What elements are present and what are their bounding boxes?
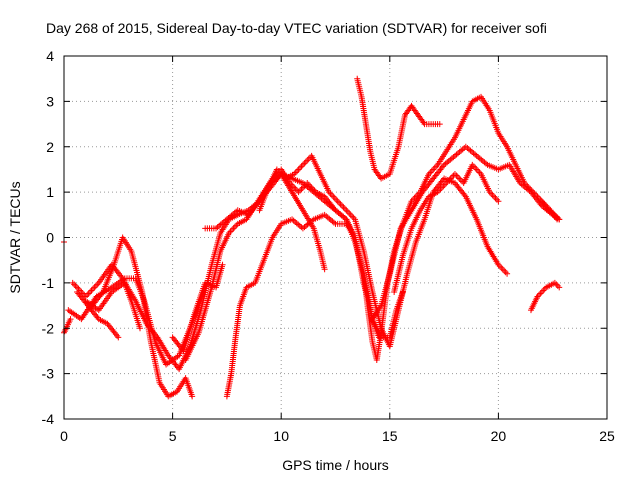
data-point <box>556 216 563 223</box>
data-point <box>495 198 502 205</box>
x-tick-label: 0 <box>60 428 68 444</box>
y-tick-label: -2 <box>42 320 55 336</box>
series-7 <box>169 261 226 354</box>
data-point <box>67 316 74 323</box>
data-point <box>436 121 443 128</box>
series-11 <box>256 152 511 350</box>
data-points-layer <box>61 75 563 400</box>
data-point <box>219 261 226 268</box>
series-4 <box>74 288 122 341</box>
y-axis-label: SDTVAR / TECUs <box>7 181 23 293</box>
series-10 <box>223 211 406 400</box>
series-15 <box>391 161 502 295</box>
tick-labels-layer: 0 5 10 15 20 25 -4 -3 -2 -1 0 1 2 3 4 <box>42 48 615 444</box>
data-point <box>115 334 122 341</box>
series-16 <box>527 279 563 314</box>
y-tick-label: 2 <box>46 139 54 155</box>
x-tick-label: 5 <box>169 428 177 444</box>
y-tick-label: -4 <box>42 411 55 427</box>
y-tick-label: 4 <box>46 48 54 64</box>
series-17 <box>538 198 563 223</box>
x-tick-label: 15 <box>382 428 398 444</box>
y-tick-label: 0 <box>46 230 54 246</box>
y-tick-label: 3 <box>46 93 54 109</box>
data-point <box>137 325 144 332</box>
data-point <box>321 266 328 273</box>
grid-layer <box>64 56 607 419</box>
series-12 <box>354 75 443 182</box>
y-tick-label: -3 <box>42 366 55 382</box>
data-point <box>556 284 563 291</box>
data-point <box>189 393 196 400</box>
x-tick-label: 10 <box>273 428 289 444</box>
x-tick-label: 25 <box>599 428 615 444</box>
chart-title: Day 268 of 2015, Sidereal Day-to-day VTE… <box>46 20 547 36</box>
ticks-layer <box>63 55 608 420</box>
data-point <box>504 270 511 277</box>
y-tick-label: -1 <box>42 275 55 291</box>
y-tick-label: 1 <box>46 184 54 200</box>
x-tick-label: 20 <box>491 428 507 444</box>
x-axis-label: GPS time / hours <box>282 457 389 473</box>
series-14 <box>369 143 563 323</box>
